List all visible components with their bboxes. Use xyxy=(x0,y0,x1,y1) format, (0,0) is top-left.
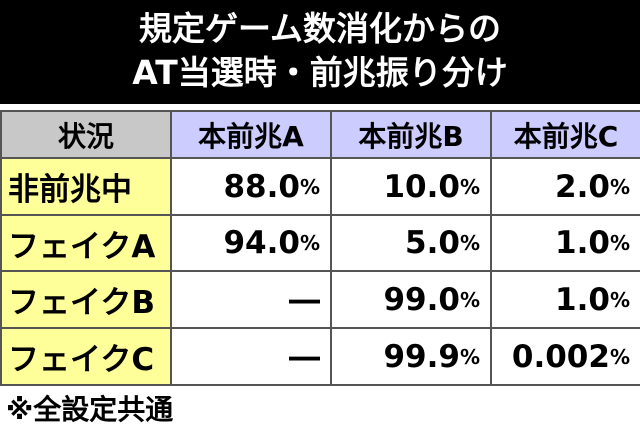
table-cell: フェイクC xyxy=(0,327,172,386)
table-cell: 1.0% xyxy=(490,270,640,329)
title-line: AT当選時・前兆振り分け xyxy=(132,53,508,92)
title-line: 規定ゲーム数消化からの xyxy=(138,9,501,48)
table-cell: 88.0% xyxy=(170,157,332,216)
table-cell: 本前兆A xyxy=(170,110,332,159)
table-cell: 2.0% xyxy=(490,157,640,216)
table-cell: フェイクA xyxy=(0,214,172,272)
table-cell: 状況 xyxy=(0,110,172,159)
footnote: ※全設定共通 xyxy=(6,393,174,426)
table-cell: 本前兆B xyxy=(330,110,492,159)
table-cell: 1.0% xyxy=(490,214,640,272)
header: 規定ゲーム数消化からの AT当選時・前兆振り分け xyxy=(0,0,640,104)
table-cell: 本前兆C xyxy=(490,110,640,159)
table-cell: 99.9% xyxy=(330,327,492,386)
table-cell: 99.0% xyxy=(330,270,492,329)
table-cell: 非前兆中 xyxy=(0,157,172,216)
table-cell: 0.002% xyxy=(490,327,640,386)
table-cell: 5.0% xyxy=(330,214,492,272)
table-cell: 94.0% xyxy=(170,214,332,272)
table-cell: 10.0% xyxy=(330,157,492,216)
table-cell: ― xyxy=(170,270,332,329)
table-cell: フェイクB xyxy=(0,270,172,329)
table-cell: ― xyxy=(170,327,332,386)
